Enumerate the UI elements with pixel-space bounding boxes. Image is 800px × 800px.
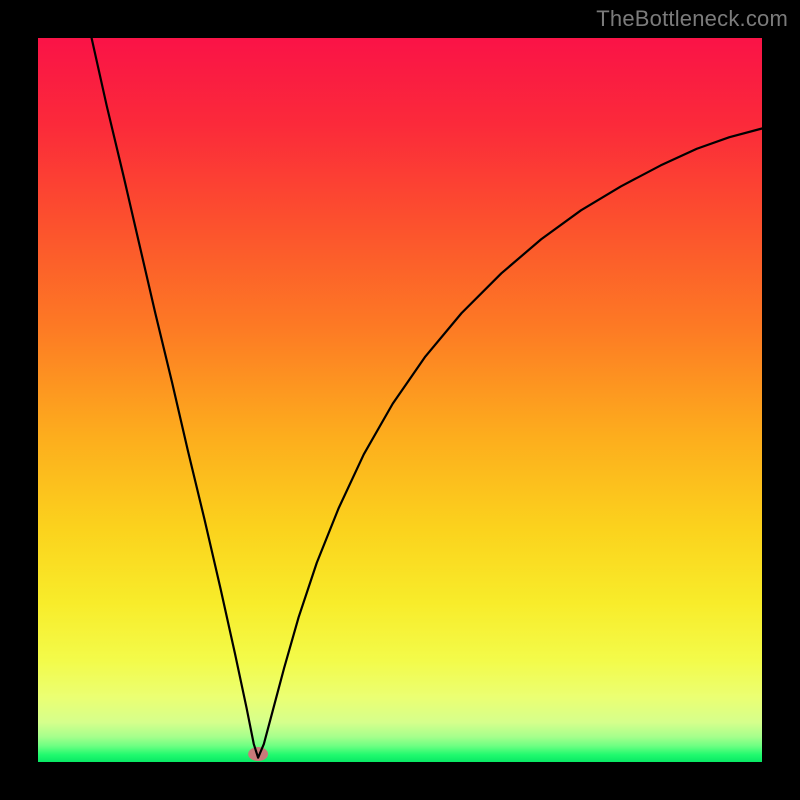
bottleneck-chart <box>0 0 800 800</box>
chart-root: TheBottleneck.com <box>0 0 800 800</box>
plot-background <box>38 38 762 762</box>
watermark-text: TheBottleneck.com <box>596 6 788 32</box>
